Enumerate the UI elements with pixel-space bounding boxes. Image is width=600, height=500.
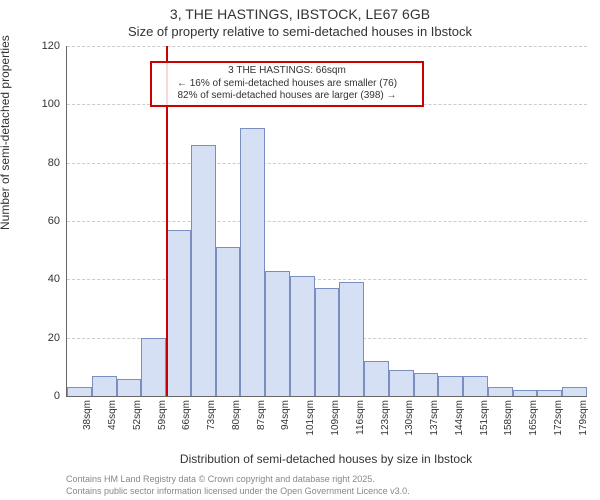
x-tick-label: 73sqm <box>206 400 217 430</box>
histogram-bar <box>339 282 364 396</box>
gridline <box>67 279 587 280</box>
histogram-bar <box>240 128 265 396</box>
histogram-bar <box>191 145 216 396</box>
y-axis-label: Number of semi-detached properties <box>0 35 12 230</box>
y-tick-label: 40 <box>30 273 60 285</box>
y-tick-label: 120 <box>30 40 60 52</box>
x-tick-label: 165sqm <box>528 400 539 436</box>
annotation-line-2: ← 16% of semi-detached houses are smalle… <box>156 78 418 91</box>
histogram-bar <box>265 271 290 396</box>
histogram-bar <box>389 370 414 396</box>
histogram-bar <box>488 387 513 396</box>
gridline <box>67 163 587 164</box>
histogram-bar <box>290 276 315 396</box>
x-tick-label: 87sqm <box>256 400 267 430</box>
x-axis-label: Distribution of semi-detached houses by … <box>66 452 586 466</box>
histogram-bar <box>438 376 463 396</box>
chart-title-main: 3, THE HASTINGS, IBSTOCK, LE67 6GB <box>0 6 600 22</box>
histogram-bar <box>414 373 439 396</box>
x-tick-label: 59sqm <box>157 400 168 430</box>
histogram-bar <box>513 390 538 396</box>
x-tick-label: 80sqm <box>231 400 242 430</box>
annotation-line-3: 82% of semi-detached houses are larger (… <box>156 90 418 103</box>
property-size-chart: 3, THE HASTINGS, IBSTOCK, LE67 6GB Size … <box>0 0 600 500</box>
y-tick-label: 0 <box>30 390 60 402</box>
x-tick-label: 179sqm <box>578 400 589 436</box>
histogram-bar <box>67 387 92 396</box>
histogram-bar <box>537 390 562 396</box>
x-tick-label: 172sqm <box>553 400 564 436</box>
y-tick-label: 80 <box>30 157 60 169</box>
footer-licence: Contains public sector information licen… <box>66 486 410 496</box>
x-tick-label: 158sqm <box>503 400 514 436</box>
histogram-bar <box>141 338 166 396</box>
annotation-line-1: 3 THE HASTINGS: 66sqm <box>156 65 418 78</box>
x-tick-label: 66sqm <box>181 400 192 430</box>
x-tick-label: 116sqm <box>355 400 366 435</box>
histogram-bar <box>92 376 117 396</box>
histogram-bar <box>364 361 389 396</box>
gridline <box>67 46 587 47</box>
histogram-bar <box>117 379 142 397</box>
x-tick-label: 45sqm <box>107 400 118 430</box>
histogram-bar <box>166 230 191 396</box>
x-tick-label: 151sqm <box>479 400 490 436</box>
histogram-bar <box>216 247 241 396</box>
annotation-box: 3 THE HASTINGS: 66sqm ← 16% of semi-deta… <box>150 61 424 107</box>
footer-copyright: Contains HM Land Registry data © Crown c… <box>66 474 375 484</box>
y-tick-label: 20 <box>30 332 60 344</box>
x-tick-label: 101sqm <box>305 400 316 436</box>
histogram-bar <box>463 376 488 396</box>
chart-title-sub: Size of property relative to semi-detach… <box>0 24 600 39</box>
x-tick-label: 94sqm <box>280 400 291 430</box>
x-tick-label: 144sqm <box>454 400 465 436</box>
gridline <box>67 221 587 222</box>
x-tick-label: 137sqm <box>429 400 440 436</box>
x-tick-label: 123sqm <box>380 400 391 436</box>
histogram-bar <box>562 387 587 396</box>
x-tick-label: 109sqm <box>330 400 341 436</box>
y-tick-label: 100 <box>30 98 60 110</box>
histogram-bar <box>315 288 340 396</box>
y-tick-label: 60 <box>30 215 60 227</box>
x-tick-label: 52sqm <box>132 400 143 430</box>
x-tick-label: 130sqm <box>404 400 415 436</box>
x-tick-label: 38sqm <box>82 400 93 430</box>
